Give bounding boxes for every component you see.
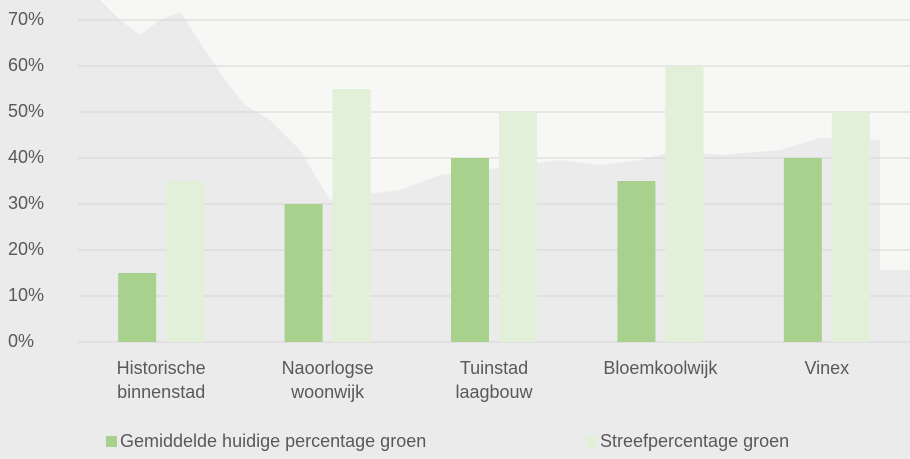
legend-swatch [586,436,597,447]
y-tick-label: 50% [8,101,44,121]
x-tick-label: Vinex [804,358,850,378]
legend-swatch [106,436,117,447]
bar [499,112,537,342]
y-tick-label: 30% [8,193,44,213]
bar [332,89,371,342]
y-tick-label: 40% [8,147,44,167]
bar [166,181,205,342]
x-tick-label: Bloemkoolwijk [603,358,718,378]
bar [783,158,822,342]
legend-label: Streefpercentage groen [600,431,789,451]
x-tick-label: Historische binnenstad [116,358,206,402]
bar [284,204,323,342]
x-tick-label: Naoorlogse woonwijk [281,358,374,402]
bar [118,273,157,342]
y-tick-label: 60% [8,55,44,75]
y-tick-label: 0% [8,331,34,351]
bar [617,181,656,342]
y-tick-label: 70% [8,9,44,29]
bar [451,158,489,342]
y-tick-label: 10% [8,285,44,305]
y-tick-label: 20% [8,239,44,259]
bar [665,66,704,342]
x-tick-label: Tuinstad laagbouw [455,358,533,402]
bar [831,112,870,342]
legend-label: Gemiddelde huidige percentage groen [120,431,426,451]
